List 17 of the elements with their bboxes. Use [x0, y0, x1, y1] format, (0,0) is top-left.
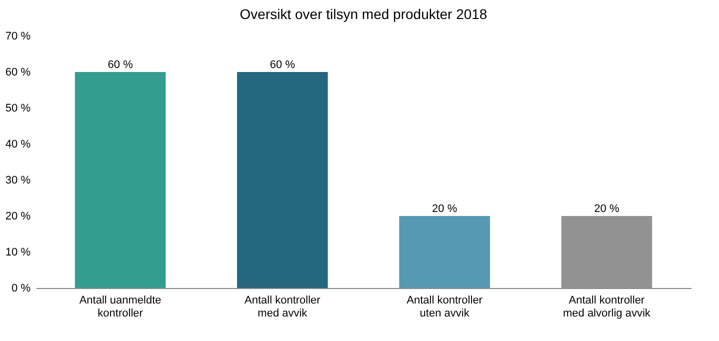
y-tick-label: 10 %	[5, 246, 31, 258]
data-label: 20 %	[432, 203, 458, 215]
data-label: 20 %	[594, 203, 620, 215]
y-tick-label: 30 %	[5, 174, 31, 186]
y-tick-label: 50 %	[5, 102, 31, 114]
x-tick-label: Antall kontroller med alvorlig avvik	[562, 294, 651, 320]
y-tick-label: 70 %	[5, 30, 31, 42]
x-tick-label: Antall kontroller med avvik	[244, 294, 321, 320]
chart-title: Oversikt over tilsyn med produkter 2018	[240, 6, 488, 22]
data-label: 60 %	[270, 59, 296, 71]
y-tick-label: 40 %	[5, 138, 31, 150]
data-label: 60 %	[108, 59, 134, 71]
x-tick-label: Antall uanmeldte kontroller	[79, 294, 162, 320]
y-tick-label: 60 %	[5, 66, 31, 78]
x-tick-label: Antall kontroller uten avvik	[406, 294, 483, 320]
y-tick-label: 0 %	[12, 282, 31, 294]
y-tick-label: 20 %	[5, 210, 31, 222]
